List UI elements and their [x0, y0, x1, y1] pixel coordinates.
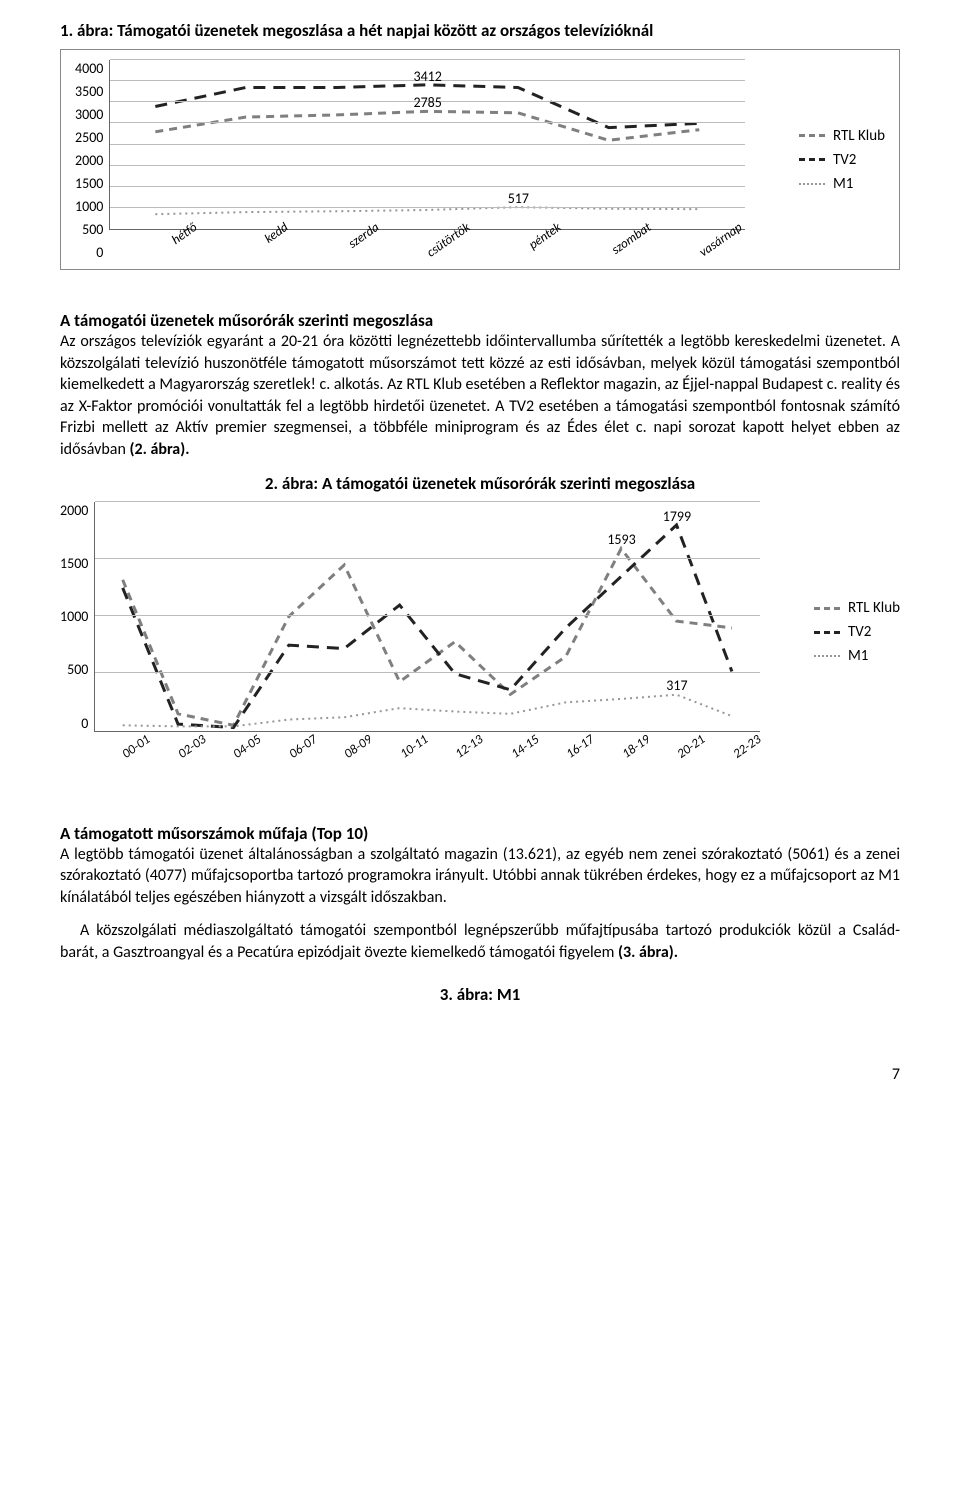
xtick-label: 22-23 — [710, 732, 764, 776]
gridline — [110, 144, 745, 145]
chart1-title: 1. ábra: Támogatói üzenetek megoszlása a… — [60, 20, 900, 41]
ytick-label: 2000 — [75, 152, 103, 169]
section2-body2-text: A közszolgálati médiaszolgáltató támogat… — [60, 921, 900, 962]
data-label: 517 — [508, 190, 529, 207]
legend-item: TV2 — [814, 623, 900, 641]
legend-swatch-tv2 — [799, 158, 825, 161]
ytick-label: 3000 — [75, 106, 103, 123]
section2-body1: A legtöbb támogatói üzenet általánosságb… — [60, 844, 900, 909]
gridline — [95, 558, 760, 559]
ytick-label: 1500 — [60, 555, 88, 572]
series-line — [123, 694, 732, 726]
legend-label: RTL Klub — [833, 127, 885, 145]
xtick-label: 12-13 — [432, 732, 486, 776]
section1-heading: A támogatói üzenetek műsorórák szerinti … — [60, 310, 900, 331]
xtick-label: 14-15 — [488, 732, 542, 776]
ytick-label: 0 — [96, 244, 103, 261]
xtick-label: 20-21 — [654, 732, 708, 776]
xtick-label: 04-05 — [210, 732, 264, 776]
xtick-label: 16-17 — [543, 732, 597, 776]
ytick-label: 500 — [67, 661, 88, 678]
legend-swatch-rtl — [814, 607, 840, 610]
chart2-xaxis: 00-0102-0304-0506-0708-0910-1112-1314-15… — [94, 736, 760, 763]
xtick-label: 06-07 — [266, 732, 320, 776]
section1-body: Az országos televíziók egyaránt a 20-21 … — [60, 331, 900, 461]
ytick-label: 4000 — [75, 60, 103, 77]
legend-label: M1 — [848, 647, 868, 665]
ytick-label: 500 — [82, 221, 103, 238]
legend-swatch-m1 — [814, 655, 840, 657]
section2-body2: A közszolgálati médiaszolgáltató támogat… — [60, 920, 900, 963]
series-line — [156, 111, 700, 140]
legend-item: M1 — [814, 647, 900, 665]
xtick-label: 18-19 — [599, 732, 653, 776]
data-label: 1799 — [663, 508, 691, 525]
fig3-heading: 3. ábra: M1 — [60, 984, 900, 1005]
ytick-label: 2500 — [75, 129, 103, 146]
chart1-yaxis: 4000 3500 3000 2500 2000 1500 1000 500 0 — [75, 60, 109, 261]
gridline — [95, 501, 760, 502]
gridline — [110, 186, 745, 187]
legend-label: RTL Klub — [848, 599, 900, 617]
page-number: 7 — [60, 1065, 900, 1084]
xtick-label: 00-01 — [99, 732, 153, 776]
ytick-label: 2000 — [60, 502, 88, 519]
chart2-yaxis: 2000 1500 1000 500 0 — [60, 502, 94, 732]
data-label: 3412 — [413, 68, 441, 85]
legend-item: TV2 — [799, 151, 885, 169]
legend-label: M1 — [833, 175, 853, 193]
legend-swatch-rtl — [799, 134, 825, 137]
series-line — [123, 548, 732, 725]
ytick-label: 1500 — [75, 175, 103, 192]
ytick-label: 0 — [81, 715, 88, 732]
legend-label: TV2 — [833, 151, 856, 169]
series-line — [156, 207, 700, 214]
data-label: 2785 — [413, 94, 441, 111]
gridline — [110, 59, 745, 60]
legend-item: RTL Klub — [814, 599, 900, 617]
chart2-container: 2000 1500 1000 500 0 1799 1593 317 00-0102-030… — [60, 502, 900, 763]
gridline — [95, 615, 760, 616]
xtick-label: 08-09 — [321, 732, 375, 776]
gridline — [95, 672, 760, 673]
series-line — [123, 525, 732, 728]
gridline — [110, 165, 745, 166]
chart2-plot: 1799 1593 317 — [94, 502, 760, 732]
xtick-label: 02-03 — [155, 732, 209, 776]
data-label: 1593 — [607, 531, 635, 548]
ytick-label: 1000 — [60, 608, 88, 625]
gridline — [110, 207, 745, 208]
data-label: 317 — [666, 677, 687, 694]
legend-item: RTL Klub — [799, 127, 885, 145]
section2-body2-bold: (3. ábra). — [618, 943, 678, 962]
section2-heading: A támogatott műsorszámok műfaja (Top 10) — [60, 823, 900, 844]
chart2-legend: RTL Klub TV2 M1 — [814, 593, 900, 671]
legend-swatch-tv2 — [814, 631, 840, 634]
legend-item: M1 — [799, 175, 885, 193]
ytick-label: 3500 — [75, 83, 103, 100]
chart1-container: 4000 3500 3000 2500 2000 1500 1000 500 0 3412 278… — [60, 49, 900, 270]
gridline — [110, 122, 745, 123]
chart1-legend: RTL Klub TV2 M1 — [799, 121, 885, 199]
ytick-label: 1000 — [75, 198, 103, 215]
chart1-plot: 3412 2785 517 — [109, 60, 745, 230]
xtick-label: 10-11 — [377, 732, 431, 776]
section1-body-bold: (2. ábra). — [130, 440, 190, 459]
legend-label: TV2 — [848, 623, 871, 641]
legend-swatch-m1 — [799, 183, 825, 185]
chart2-title: 2. ábra: A támogatói üzenetek műsorórák … — [60, 473, 900, 494]
chart1-xaxis: hétfőkeddszerdacsütörtökpéntekszombatvas… — [109, 234, 745, 261]
